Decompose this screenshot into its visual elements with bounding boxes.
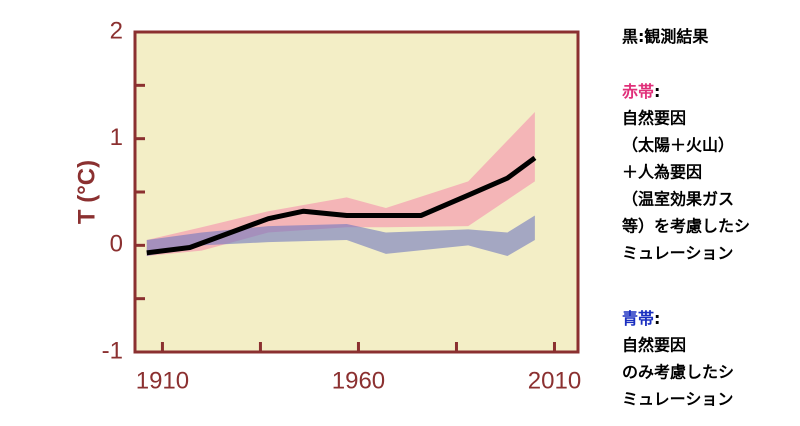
x-tick-label: 1960 (332, 367, 385, 394)
legend-description: のみ考慮したシ (622, 363, 734, 382)
x-tick-label: 1910 (136, 367, 189, 394)
legend-description: （温室効果ガス (622, 190, 734, 209)
y-tick-label: 0 (110, 231, 123, 258)
legend-description: 観測結果 (644, 27, 708, 46)
y-axis-label: T (°C) (73, 160, 100, 224)
y-tick-label: 2 (110, 17, 123, 44)
band (146, 215, 535, 256)
legend-name: 赤帯 (622, 82, 654, 101)
legend-entry: 赤帯: (622, 82, 660, 101)
y-tick-label: 1 (110, 124, 123, 151)
legend-separator: : (654, 309, 660, 328)
legend-description: ＋人為要因 (622, 163, 702, 182)
x-tick-label: 2010 (528, 367, 581, 394)
legend-separator: : (638, 27, 644, 46)
legend-description: 自然要因 (622, 109, 686, 128)
legend-separator: : (654, 82, 660, 101)
legend-description: （太陽＋火山） (622, 136, 734, 155)
y-tick-label: -1 (102, 337, 123, 364)
legend-description: ミュレーション (622, 390, 733, 409)
line (146, 155, 537, 256)
legend-description: 等）を考慮したシ (621, 217, 750, 236)
legend-entry: 青帯: (622, 309, 660, 328)
legend-description: ミュレーション (622, 244, 733, 263)
legend-name: 黒 (622, 27, 638, 46)
legend-name: 青帯 (622, 309, 654, 328)
legend-entry: 黒:観測結果 (622, 27, 708, 46)
band (146, 112, 535, 256)
legend-description: 自然要因 (622, 336, 686, 355)
